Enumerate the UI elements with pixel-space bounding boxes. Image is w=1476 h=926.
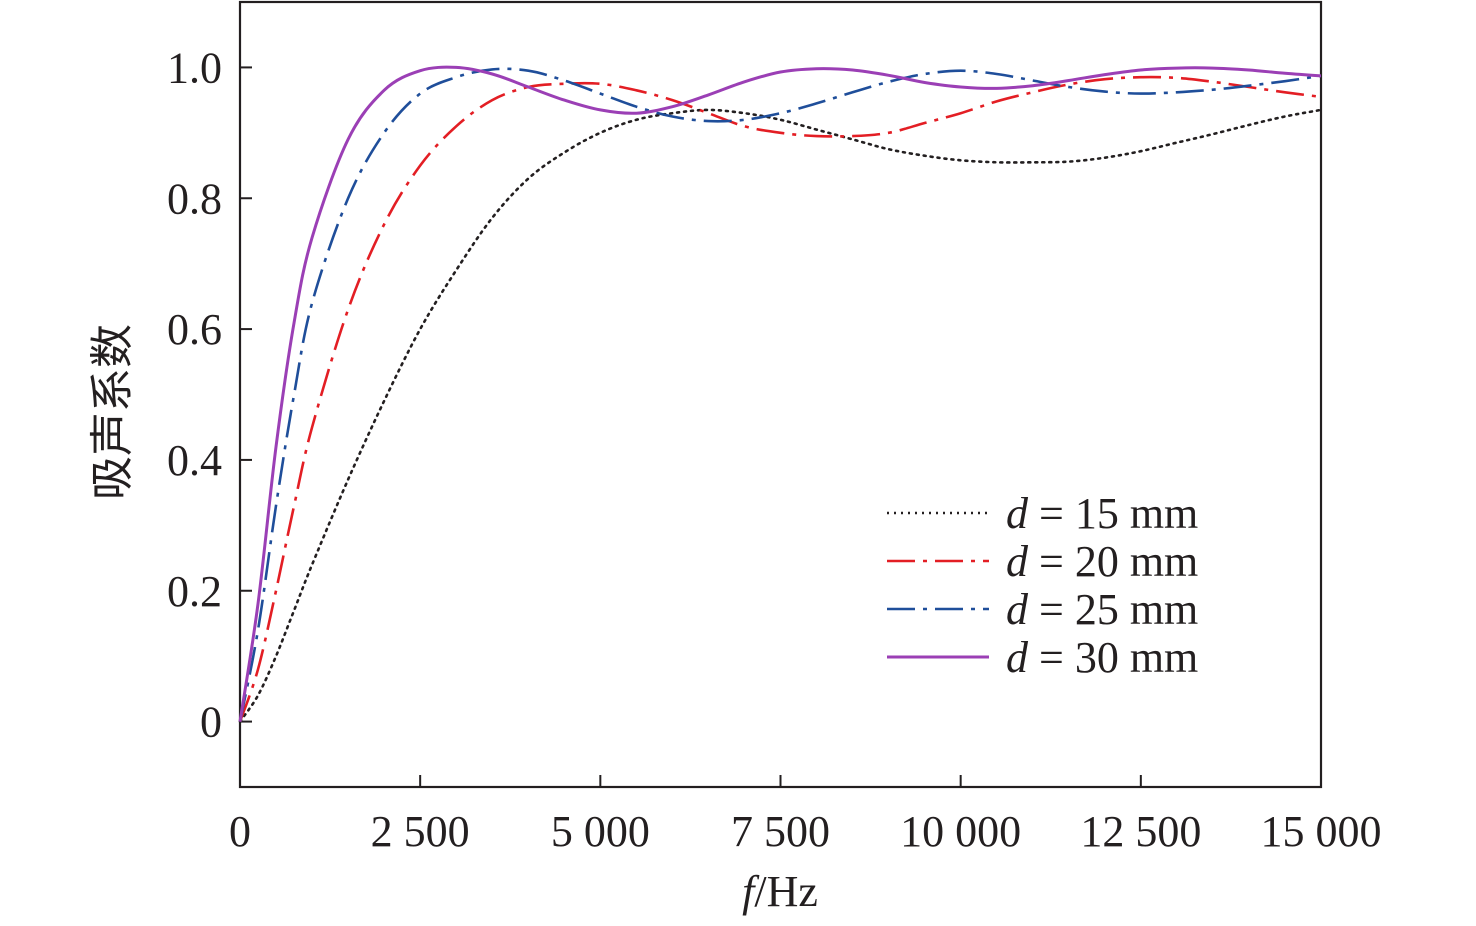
legend-variable: d bbox=[1006, 633, 1029, 682]
x-tick-label: 12 500 bbox=[1080, 807, 1201, 856]
series-line-4 bbox=[238, 65, 1322, 722]
legend-label-4: d = 30 mm bbox=[1006, 633, 1198, 682]
legend-label-2: d = 20 mm bbox=[1006, 537, 1198, 586]
series-line-2 bbox=[238, 75, 1322, 723]
y-tick-label: 0 bbox=[200, 698, 222, 747]
legend-variable: d bbox=[1006, 489, 1029, 538]
legend-value: = 25 mm bbox=[1028, 585, 1198, 634]
legend-label-3: d = 25 mm bbox=[1006, 585, 1198, 634]
series-layer bbox=[238, 65, 1323, 723]
x-tick-label: 10 000 bbox=[900, 807, 1021, 856]
y-axis: 0 0.2 0.4 0.6 0.8 1.0 bbox=[167, 43, 252, 747]
x-tick-label: 0 bbox=[229, 807, 251, 856]
series-line-1 bbox=[238, 108, 1323, 723]
legend-value: = 30 mm bbox=[1028, 633, 1198, 682]
legend-value: = 20 mm bbox=[1028, 537, 1198, 586]
y-tick-label: 0.6 bbox=[167, 305, 222, 354]
y-axis-title: 吸声系数 bbox=[88, 324, 137, 500]
legend-variable: d bbox=[1006, 585, 1029, 634]
x-tick-label: 15 000 bbox=[1261, 807, 1382, 856]
y-tick-label: 1.0 bbox=[167, 43, 222, 92]
legend: d = 15 mmd = 20 mmd = 25 mmd = 30 mm bbox=[887, 489, 1198, 682]
x-tick-label: 5 000 bbox=[551, 807, 650, 856]
y-tick-label: 0.4 bbox=[167, 436, 222, 485]
x-axis-title: f/Hz bbox=[742, 867, 818, 916]
x-tick-label: 2 500 bbox=[371, 807, 470, 856]
y-tick-label: 0.2 bbox=[167, 567, 222, 616]
series-line-3 bbox=[238, 67, 1322, 722]
legend-label-1: d = 15 mm bbox=[1006, 489, 1198, 538]
x-tick-label: 7 500 bbox=[731, 807, 830, 856]
x-axis: 0 2 500 5 000 7 500 10 000 12 500 15 000 bbox=[229, 775, 1382, 856]
y-tick-label: 0.8 bbox=[167, 174, 222, 223]
x-axis-unit: /Hz bbox=[754, 867, 818, 916]
legend-value: = 15 mm bbox=[1028, 489, 1198, 538]
legend-variable: d bbox=[1006, 537, 1029, 586]
